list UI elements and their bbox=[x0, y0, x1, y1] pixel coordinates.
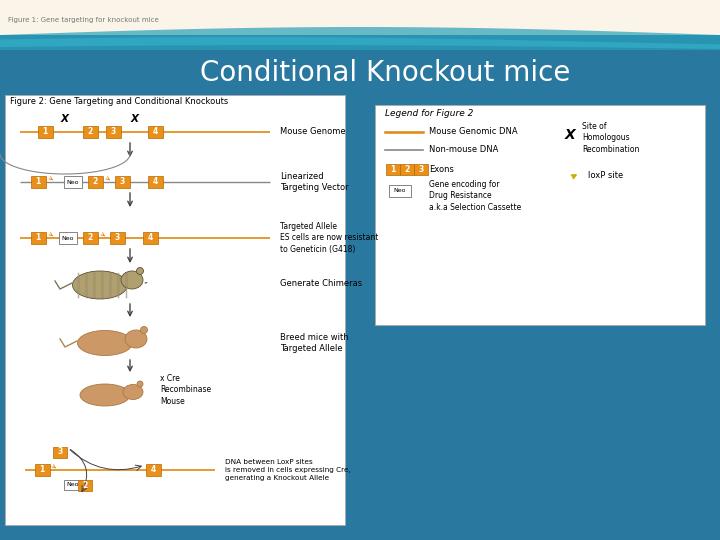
FancyBboxPatch shape bbox=[53, 447, 67, 457]
Ellipse shape bbox=[78, 330, 132, 355]
Ellipse shape bbox=[140, 327, 148, 334]
FancyBboxPatch shape bbox=[64, 480, 82, 490]
Text: Figure 2: Gene Targeting and Conditional Knockouts: Figure 2: Gene Targeting and Conditional… bbox=[10, 97, 228, 105]
FancyBboxPatch shape bbox=[88, 176, 102, 188]
Ellipse shape bbox=[125, 330, 147, 348]
Text: Mouse Genomic DNA: Mouse Genomic DNA bbox=[429, 127, 518, 137]
Bar bbox=[5, 95, 345, 525]
Text: 4: 4 bbox=[153, 178, 158, 186]
Bar bbox=[375, 105, 705, 325]
FancyBboxPatch shape bbox=[389, 185, 411, 197]
Ellipse shape bbox=[137, 267, 143, 274]
Text: 2: 2 bbox=[92, 178, 98, 186]
Text: Neo: Neo bbox=[62, 235, 74, 240]
Text: 4: 4 bbox=[148, 233, 153, 242]
Ellipse shape bbox=[80, 384, 130, 406]
FancyBboxPatch shape bbox=[37, 126, 53, 138]
Text: 1: 1 bbox=[40, 465, 45, 475]
Text: Site of
Homologous
Recombination: Site of Homologous Recombination bbox=[582, 122, 639, 154]
Text: Figure 1: Gene targeting for knockout mice: Figure 1: Gene targeting for knockout mi… bbox=[8, 17, 158, 23]
Text: Generate Chimeras: Generate Chimeras bbox=[280, 279, 362, 287]
Text: 4: 4 bbox=[150, 465, 156, 475]
Text: 3: 3 bbox=[110, 127, 116, 137]
Text: Dr. Azhar Chishti: Dr. Azhar Chishti bbox=[213, 511, 317, 524]
FancyBboxPatch shape bbox=[106, 126, 120, 138]
FancyBboxPatch shape bbox=[35, 464, 50, 476]
Text: Legend for Figure 2: Legend for Figure 2 bbox=[385, 109, 473, 118]
Text: 2: 2 bbox=[87, 127, 93, 137]
Text: Breed mice with
Targeted Allele: Breed mice with Targeted Allele bbox=[280, 333, 348, 353]
Polygon shape bbox=[0, 27, 720, 50]
Text: 3: 3 bbox=[114, 233, 120, 242]
FancyBboxPatch shape bbox=[148, 176, 163, 188]
FancyBboxPatch shape bbox=[63, 176, 82, 188]
Text: 4: 4 bbox=[153, 127, 158, 137]
Text: Non-mouse DNA: Non-mouse DNA bbox=[429, 145, 498, 154]
FancyBboxPatch shape bbox=[414, 164, 428, 174]
Text: 2: 2 bbox=[87, 233, 93, 242]
Text: Exons: Exons bbox=[429, 165, 454, 173]
FancyBboxPatch shape bbox=[83, 232, 97, 244]
FancyBboxPatch shape bbox=[143, 232, 158, 244]
Text: 2: 2 bbox=[405, 165, 410, 173]
Polygon shape bbox=[0, 37, 720, 49]
FancyBboxPatch shape bbox=[30, 232, 45, 244]
Text: 2: 2 bbox=[82, 481, 88, 489]
Bar bbox=[0, 0, 720, 35]
Text: Neo: Neo bbox=[394, 188, 406, 193]
Ellipse shape bbox=[73, 271, 127, 299]
Text: Mouse Genome: Mouse Genome bbox=[280, 127, 346, 137]
FancyBboxPatch shape bbox=[148, 126, 163, 138]
Text: Targeted Allele
ES cells are now resistant
to Geneticin (G418): Targeted Allele ES cells are now resista… bbox=[280, 222, 379, 254]
Text: Conditional Knockout mice: Conditional Knockout mice bbox=[200, 59, 570, 87]
Text: X: X bbox=[61, 114, 69, 124]
FancyBboxPatch shape bbox=[59, 232, 77, 244]
Ellipse shape bbox=[123, 384, 143, 400]
FancyBboxPatch shape bbox=[30, 176, 45, 188]
Text: Linearized
Targeting Vector: Linearized Targeting Vector bbox=[280, 172, 348, 192]
Text: x Cre
Recombinase
Mouse: x Cre Recombinase Mouse bbox=[160, 374, 211, 406]
Text: loxP site: loxP site bbox=[588, 171, 624, 179]
Text: 1: 1 bbox=[35, 178, 40, 186]
FancyBboxPatch shape bbox=[386, 164, 400, 174]
FancyBboxPatch shape bbox=[114, 176, 130, 188]
Text: 3: 3 bbox=[58, 448, 63, 456]
Text: 3: 3 bbox=[418, 165, 423, 173]
Text: X: X bbox=[564, 128, 575, 142]
Text: 3: 3 bbox=[120, 178, 125, 186]
FancyBboxPatch shape bbox=[109, 232, 125, 244]
Text: Neo: Neo bbox=[67, 483, 79, 488]
Text: Neo: Neo bbox=[67, 179, 79, 185]
Text: DNA between LoxP sites
is removed in cells expressing Cre,
generating a Knockout: DNA between LoxP sites is removed in cel… bbox=[225, 459, 351, 481]
Ellipse shape bbox=[137, 381, 143, 387]
FancyBboxPatch shape bbox=[145, 464, 161, 476]
FancyBboxPatch shape bbox=[83, 126, 97, 138]
Text: 1: 1 bbox=[42, 127, 48, 137]
FancyBboxPatch shape bbox=[400, 164, 414, 174]
Text: 1: 1 bbox=[35, 233, 40, 242]
Text: X: X bbox=[131, 114, 139, 124]
FancyBboxPatch shape bbox=[78, 480, 92, 490]
Ellipse shape bbox=[121, 271, 143, 289]
Text: 1: 1 bbox=[390, 165, 395, 173]
Text: Gene encoding for
Drug Resistance
a.k.a Selection Cassette: Gene encoding for Drug Resistance a.k.a … bbox=[429, 180, 521, 212]
